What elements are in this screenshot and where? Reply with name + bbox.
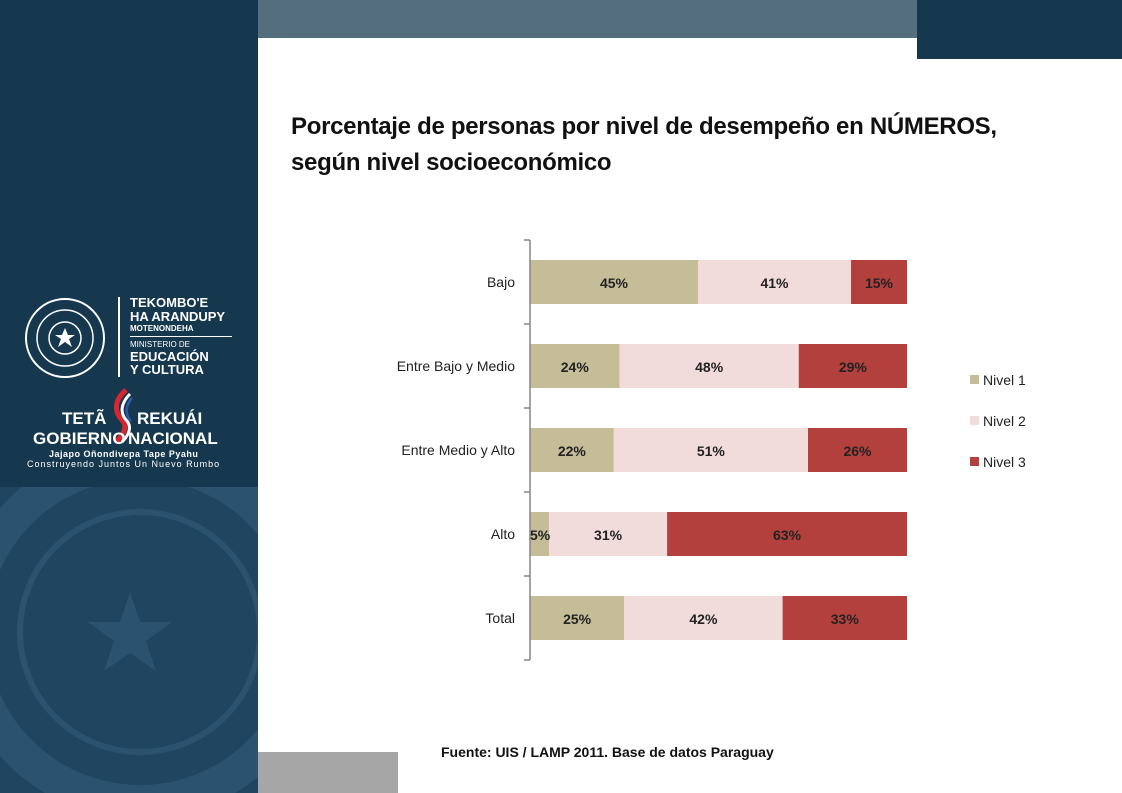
bar-segment-nivel-2 [619, 344, 799, 388]
gov-left-2: GOBIERNO [33, 429, 126, 448]
bar-segment-nivel-1 [530, 512, 550, 556]
bar-segment-nivel-3 [667, 512, 907, 556]
legend-swatch [970, 375, 979, 384]
data-label: 45% [600, 275, 629, 291]
logo-divider [118, 297, 120, 377]
bar-segment-nivel-2 [624, 596, 783, 640]
sidebar-watermark-area [0, 445, 258, 793]
data-label: 33% [831, 611, 860, 627]
title-line-1: Porcentaje de personas por nivel de dese… [291, 113, 997, 140]
gov-right-1: REKUÁI [137, 409, 203, 428]
seal-watermark [0, 445, 258, 793]
category-label: Entre Bajo y Medio [397, 358, 515, 374]
data-label: 25% [563, 611, 592, 627]
legend-label: Nivel 2 [983, 413, 1026, 429]
ministry-line-1: TEKOMBO'E [130, 295, 209, 310]
category-label: Alto [491, 526, 515, 542]
data-label: 24% [561, 359, 590, 375]
legend-label: Nivel 3 [983, 454, 1026, 470]
data-label: 22% [558, 443, 587, 459]
data-label: 5% [530, 527, 551, 543]
ministry-line-2: HA ARANDUPY [130, 309, 226, 324]
ministry-line-6: Y CULTURA [130, 362, 204, 377]
bars-layer [530, 260, 907, 640]
ministry-line-5: EDUCACIÓN [130, 349, 209, 364]
data-label: 29% [839, 359, 868, 375]
sidebar-panel: TEKOMBO'E HA ARANDUPY MOTENONDEHA MINIST… [0, 0, 258, 793]
data-label: 26% [843, 443, 872, 459]
bottom-bar [258, 752, 398, 793]
data-label: 31% [594, 527, 623, 543]
seal-logo-icon [25, 298, 105, 378]
labels-layer: Bajo 45% 41% 15% Entre Bajo y Medio 24% 48% 29%… [397, 274, 894, 627]
top-bar [258, 0, 917, 38]
data-label: 48% [695, 359, 724, 375]
source-note: Fuente: UIS / LAMP 2011. Base de datos P… [441, 744, 774, 760]
data-label: 41% [760, 275, 789, 291]
data-label: 63% [773, 527, 802, 543]
legend: Nivel 1 Nivel 2 Nivel 3 [970, 372, 1026, 470]
flag-ribbon-icon [114, 388, 133, 444]
bar-segment-nivel-3 [807, 428, 907, 472]
slogan-line-2: Construyendo Juntos Un Nuevo Rumbo [27, 459, 221, 469]
bar-segment-nivel-3 [851, 260, 907, 304]
ministry-line-3: MOTENONDEHA [130, 324, 194, 333]
bar-segment-nivel-1 [530, 596, 625, 640]
slogan-line-1: Jajapo Oñondivepa Tape Pyahu [49, 449, 199, 459]
title-line-2: según nivel socioeconómico [291, 149, 612, 176]
ministry-divider [130, 336, 232, 337]
top-right-block [917, 0, 1122, 59]
legend-swatch [970, 457, 979, 466]
bar-segment-nivel-2 [549, 512, 668, 556]
ministry-line-4: MINISTERIO DE [130, 340, 191, 349]
data-label: 15% [865, 275, 894, 291]
legend-swatch [970, 416, 979, 425]
bar-segment-nivel-1 [530, 260, 698, 304]
stacked-bar-chart: Bajo 45% 41% 15% Entre Bajo y Medio 24% 48% 29%… [397, 239, 1026, 661]
bar-segment-nivel-3 [798, 344, 907, 388]
category-label: Total [485, 610, 515, 626]
bar-segment-nivel-3 [782, 596, 907, 640]
data-label: 51% [697, 443, 726, 459]
data-label: 42% [689, 611, 718, 627]
gov-right-2: NACIONAL [128, 429, 218, 448]
bar-segment-nivel-2 [613, 428, 808, 472]
bar-segment-nivel-1 [530, 428, 614, 472]
category-label: Bajo [487, 274, 515, 290]
gov-left-1: TETÃ [62, 409, 107, 428]
bar-segment-nivel-2 [697, 260, 852, 304]
slide-title: Porcentaje de personas por nivel de dese… [291, 109, 1111, 181]
category-label: Entre Medio y Alto [401, 442, 515, 458]
bar-segment-nivel-1 [530, 344, 620, 388]
legend-label: Nivel 1 [983, 372, 1026, 388]
